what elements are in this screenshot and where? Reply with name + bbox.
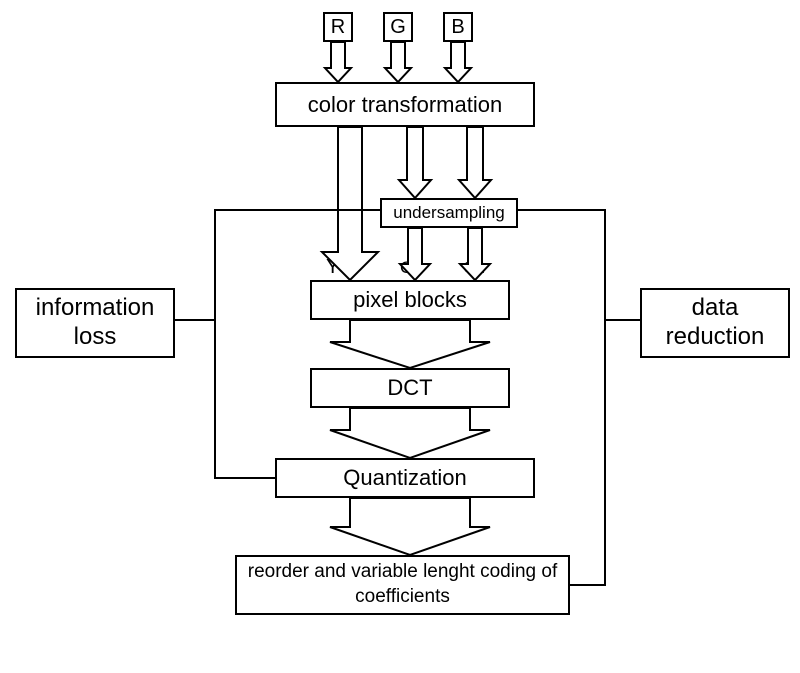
- arrow-r-icon: [325, 42, 351, 82]
- node-data-reduction: data reduction: [640, 288, 790, 358]
- node-r: R: [323, 12, 353, 42]
- node-reorder: reorder and variable lenght coding of co…: [235, 555, 570, 615]
- node-reorder-label: reorder and variable lenght coding of co…: [247, 560, 558, 609]
- node-pixel-blocks-label: pixel blocks: [353, 287, 467, 313]
- arrow-label-c2: C2: [463, 258, 485, 278]
- node-r-label: R: [331, 16, 345, 39]
- node-dct-label: DCT: [387, 375, 432, 401]
- node-g: G: [383, 12, 413, 42]
- connector-infoloss-quantization: [215, 320, 275, 478]
- node-color-transformation: color transformation: [275, 82, 535, 127]
- node-quantization: Quantization: [275, 458, 535, 498]
- node-b: B: [443, 12, 473, 42]
- node-quantization-label: Quantization: [343, 465, 467, 491]
- arrow-label-each-block: each block: [378, 334, 450, 351]
- arrow-ct-us1-icon: [399, 127, 431, 198]
- node-data-reduction-label: data reduction: [642, 294, 788, 352]
- diagram-canvas: R G B color transformation undersampling…: [0, 0, 800, 673]
- node-information-loss: information loss: [15, 288, 175, 358]
- arrow-b-icon: [445, 42, 471, 82]
- node-undersampling-label: undersampling: [393, 203, 505, 223]
- node-dct: DCT: [310, 368, 510, 408]
- node-pixel-blocks: pixel blocks: [310, 280, 510, 320]
- connector-datareduction-undersampling: [518, 210, 640, 320]
- node-g-label: G: [390, 16, 406, 39]
- arrow-g-icon: [385, 42, 411, 82]
- node-information-loss-label: information loss: [17, 294, 173, 352]
- arrow-ct-us2-icon: [459, 127, 491, 198]
- connector-datareduction-reorder: [570, 320, 605, 585]
- node-b-label: B: [451, 16, 464, 39]
- arrow-q-reorder-icon: [330, 498, 490, 555]
- arrow-label-c1: C1: [400, 258, 422, 278]
- node-undersampling: undersampling: [380, 198, 518, 228]
- arrow-dct-q-icon: [330, 408, 490, 458]
- node-color-transformation-label: color transformation: [308, 92, 502, 118]
- arrow-label-y: Y: [326, 256, 339, 279]
